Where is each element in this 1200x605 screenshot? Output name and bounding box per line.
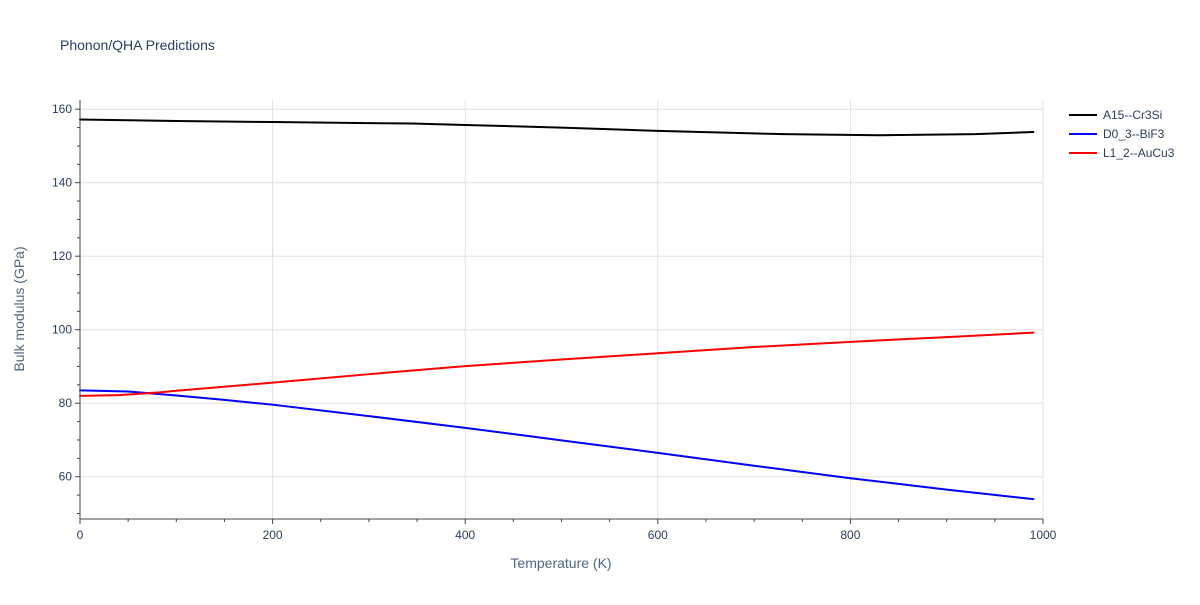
legend-item-l1-2-aucu3[interactable]: L1_2--AuCu3	[1069, 146, 1175, 160]
y-tick-label: 60	[59, 470, 73, 484]
x-tick-label: 600	[648, 528, 668, 542]
y-tick-label: 140	[52, 176, 72, 190]
plot-area	[79, 118, 1035, 501]
series-line-l1-2-aucu3	[79, 331, 1035, 397]
chart-title: Phonon/QHA Predictions	[60, 37, 215, 53]
legend: A15--Cr3Si D0_3--BiF3 L1_2--AuCu3	[1069, 108, 1175, 160]
gridlines	[80, 100, 1044, 519]
y-tick-label: 100	[52, 323, 72, 337]
x-tick-label: 0	[77, 528, 84, 542]
legend-label: A15--Cr3Si	[1103, 108, 1162, 122]
x-tick-label: 1000	[1030, 528, 1057, 542]
legend-item-a15-cr3si[interactable]: A15--Cr3Si	[1069, 108, 1162, 122]
legend-label: D0_3--BiF3	[1103, 127, 1165, 141]
y-tick-label: 160	[52, 102, 72, 116]
x-tick-label: 200	[263, 528, 283, 542]
series-line-d0-3-bif3	[79, 389, 1035, 501]
y-axis-title: Bulk modulus (GPa)	[11, 246, 27, 371]
legend-item-d0-3-bif3[interactable]: D0_3--BiF3	[1069, 127, 1165, 141]
y-tick-label: 120	[52, 249, 72, 263]
series-line-a15-cr3si	[79, 118, 1035, 137]
axes: 0 200 400 600 800 1000 60 80 100 120 140 160	[52, 100, 1057, 542]
x-tick-label: 800	[840, 528, 860, 542]
x-tick-label: 400	[455, 528, 475, 542]
x-axis-title: Temperature (K)	[510, 555, 611, 571]
legend-label: L1_2--AuCu3	[1103, 146, 1175, 160]
y-tick-label: 80	[59, 396, 73, 410]
